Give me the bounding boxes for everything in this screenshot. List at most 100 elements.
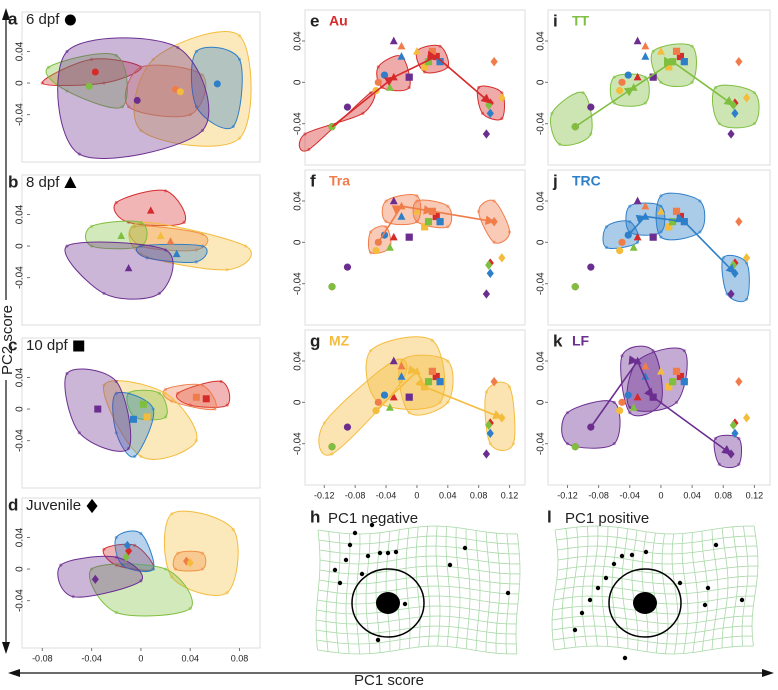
x-tick-label: 0.04 [181, 653, 199, 663]
shape-title: PC1 negative [328, 510, 418, 527]
centroid [146, 206, 155, 214]
landmark [359, 571, 365, 577]
warp-grid [571, 527, 579, 648]
landmark [677, 580, 683, 586]
group-panel [547, 329, 771, 486]
centroid [618, 398, 626, 406]
sample-dot [713, 85, 718, 90]
panel-frame [304, 9, 526, 166]
sample-dot [361, 111, 365, 115]
x-tick-label: -0.08 [588, 490, 609, 500]
sample-dot [102, 291, 106, 296]
warp-grid [317, 645, 517, 655]
sample-dot [77, 431, 81, 435]
panel-letter: g [310, 331, 320, 350]
sample-dot [133, 543, 137, 547]
sample-dot [65, 244, 69, 248]
label-backdrop [350, 674, 430, 690]
sample-dot [446, 359, 450, 363]
sample-dot [114, 610, 118, 615]
centroid [186, 558, 194, 568]
centroid [618, 78, 626, 86]
centroid [91, 68, 99, 76]
panel-frame [21, 337, 261, 489]
sample-dot [477, 209, 481, 213]
sample-dot [635, 240, 640, 244]
stage-symbol [64, 176, 77, 188]
centroid [656, 207, 665, 215]
sample-dot [407, 85, 411, 90]
warp-grid [319, 565, 520, 575]
sample-dot [612, 442, 616, 446]
sample-dot [200, 244, 205, 248]
centroid [743, 413, 751, 423]
sample-dot [745, 261, 749, 265]
centroid [397, 41, 406, 50]
landmark [702, 602, 708, 608]
centroid [735, 56, 743, 67]
centroid [498, 253, 506, 263]
warp-grid [355, 533, 361, 655]
sample-dot [484, 390, 489, 394]
group-panel [547, 9, 771, 166]
warp-grid [631, 530, 639, 651]
warp-grid [741, 526, 749, 647]
sample-dot [612, 400, 616, 404]
sample-dot [628, 204, 632, 208]
centroid [743, 253, 751, 263]
panel-letter: k [553, 331, 563, 350]
sample-dot [139, 579, 143, 583]
trajectory [375, 365, 503, 420]
x-tick-label: -0.04 [620, 490, 641, 500]
lens [633, 592, 657, 614]
sample-dot [698, 199, 702, 203]
x-tick-label: -0.04 [81, 653, 102, 663]
panel-letter: a [8, 9, 18, 28]
sample-dot [145, 256, 149, 260]
landmark [705, 585, 711, 591]
sample-dot [163, 415, 168, 419]
landmark [365, 553, 371, 559]
centroid [397, 372, 406, 380]
sample-dot [139, 65, 143, 69]
sample-dot [163, 248, 168, 252]
sample-dot [114, 379, 118, 384]
centroid [130, 415, 138, 423]
sample-dot [176, 45, 180, 50]
centroid [731, 108, 739, 119]
sample-dot [133, 454, 137, 459]
sample-dot [752, 122, 757, 126]
sample-dot [550, 111, 554, 115]
centroid [156, 231, 165, 239]
warp-grid [318, 585, 519, 595]
sample-dot [126, 446, 131, 451]
panel-letter: b [8, 172, 18, 191]
stage-symbol [73, 340, 85, 352]
landmark [579, 610, 585, 616]
centroid [669, 378, 677, 386]
panel-letter: l [547, 507, 552, 526]
y-tick-label: -0.04 [293, 432, 304, 455]
centroid [166, 237, 175, 245]
centroid [143, 413, 151, 421]
sample-dot [77, 152, 81, 156]
panel-letter: h [310, 507, 320, 526]
sample-dot [139, 531, 143, 536]
warp-grid [317, 595, 518, 605]
sample-dot [423, 70, 427, 74]
y-tick-label: -0.04 [15, 103, 26, 126]
y-tick-label: 0.04 [15, 527, 26, 547]
y-tick-label: 0 [15, 406, 26, 412]
sample-dot [558, 142, 562, 146]
sample-dot [163, 189, 168, 193]
landmark [595, 585, 601, 591]
warp-grid [552, 625, 753, 635]
sample-dot [59, 563, 63, 567]
x-tick-label: 0.12 [746, 490, 764, 500]
x-axis-label: PC1 score [354, 672, 424, 689]
warp-grid [661, 533, 669, 654]
sample-dot [194, 105, 198, 109]
landmark [337, 580, 343, 586]
centroid [587, 263, 595, 271]
warp-grid [485, 531, 491, 652]
